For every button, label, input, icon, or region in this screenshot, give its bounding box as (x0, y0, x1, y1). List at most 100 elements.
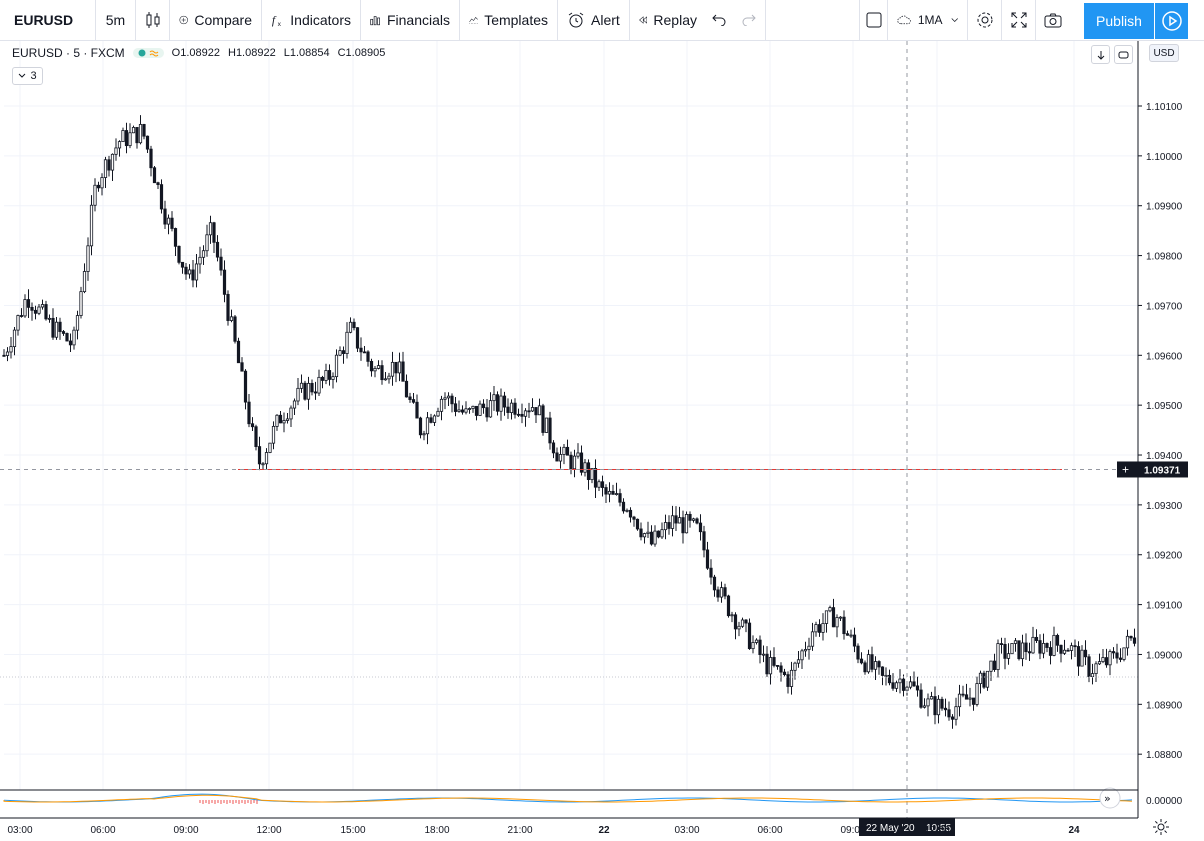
candle-body (212, 222, 216, 243)
legend-open: O1.08922 (171, 47, 220, 59)
candle (537, 398, 542, 416)
candle-body (765, 653, 769, 675)
compare-button[interactable]: Compare (170, 0, 262, 41)
candle (562, 444, 566, 465)
candle-body (845, 633, 850, 636)
candle (355, 327, 360, 353)
interval-button[interactable]: 5m (96, 0, 136, 41)
chart-style-button[interactable] (136, 0, 170, 41)
price-chart[interactable]: +1.09371 22 May '20 10:55 » 0.00000 1.10100… (0, 41, 1204, 840)
candle-body (740, 619, 745, 627)
layout-button[interactable]: 1MA (888, 0, 968, 41)
candle-body (107, 159, 111, 171)
templates-label: Templates (484, 12, 548, 28)
candle-body (604, 487, 608, 495)
candle-body (870, 654, 874, 670)
snapshot-button[interactable] (1036, 0, 1070, 41)
candle (156, 181, 160, 190)
candle-body (618, 493, 622, 503)
candle (366, 350, 370, 367)
candle (303, 380, 307, 401)
candle-body (814, 624, 818, 633)
time-scale-settings-button[interactable] (1152, 818, 1170, 841)
candle (1031, 626, 1035, 654)
replay-button[interactable]: Replay (630, 0, 706, 41)
candle (436, 407, 440, 418)
candle-body (614, 493, 619, 495)
redo-button[interactable] (732, 0, 766, 41)
candle-body (156, 182, 160, 186)
candle-body (807, 645, 811, 650)
publish-button[interactable]: Publish (1084, 3, 1154, 39)
reset-scale-button[interactable] (1114, 45, 1133, 64)
market-status-badge[interactable] (132, 48, 164, 58)
candle (1083, 640, 1088, 666)
alert-label: Alert (591, 12, 620, 28)
candle-body (590, 468, 594, 481)
undo-button[interactable] (706, 0, 732, 41)
candle (198, 246, 202, 274)
candle-body (754, 639, 759, 643)
time-axis-label: 06:00 (90, 825, 115, 836)
candle-body (26, 299, 31, 308)
financials-button[interactable]: Financials (361, 0, 460, 41)
candle-body (254, 426, 258, 447)
candle (187, 264, 192, 279)
candle (1115, 643, 1119, 664)
candle-body (1111, 651, 1116, 654)
candles-icon (146, 12, 159, 28)
candle-body (394, 361, 398, 374)
candle-body (572, 455, 577, 470)
candle-body (180, 261, 185, 268)
candle (26, 289, 31, 319)
candle (327, 364, 332, 386)
replay-label: Replay (653, 12, 697, 28)
candle (485, 399, 489, 422)
candle (488, 392, 493, 418)
indicator-count: 3 (30, 70, 37, 82)
fullscreen-select-button[interactable] (860, 0, 888, 41)
candle (950, 714, 955, 729)
refresh-icon (1118, 51, 1129, 58)
candle (54, 317, 59, 340)
candle (726, 594, 731, 618)
svg-text:f: f (272, 14, 277, 27)
candle-body (1052, 634, 1056, 656)
play-button[interactable] (1155, 3, 1188, 39)
candle (520, 403, 524, 424)
indicators-collapse-button[interactable]: 3 (12, 67, 43, 85)
candle (380, 360, 384, 385)
legend-symbol-title[interactable]: EURUSD · 5 · FXCM (12, 46, 125, 60)
candle (495, 391, 500, 416)
candle-body (86, 245, 90, 272)
candle-body (16, 315, 20, 331)
candle-body (873, 661, 878, 670)
candle (352, 318, 356, 331)
candle-body (852, 634, 857, 647)
fullscreen-button[interactable] (1002, 0, 1036, 41)
alert-button[interactable]: Alert (558, 0, 630, 41)
candle (40, 299, 45, 310)
candle (579, 445, 584, 476)
templates-button[interactable]: Templates (460, 0, 558, 41)
symbol-search-button[interactable]: EURUSD (0, 0, 96, 41)
candle-body (1003, 644, 1007, 659)
candle-body (681, 517, 685, 534)
candle-body (198, 256, 202, 265)
settings-button[interactable] (968, 0, 1002, 41)
candle-body (376, 365, 381, 369)
candle (1041, 633, 1046, 659)
candle-body (975, 683, 979, 705)
candle-body (558, 454, 563, 462)
candle-body (1090, 673, 1095, 677)
candle-body (425, 417, 430, 435)
candle (1108, 649, 1112, 676)
currency-label[interactable]: USD (1149, 44, 1179, 62)
candle-body (369, 360, 374, 372)
scroll-down-button[interactable] (1091, 45, 1110, 64)
candle-body (838, 616, 843, 619)
gear-icon (977, 12, 992, 28)
candle (394, 361, 398, 383)
